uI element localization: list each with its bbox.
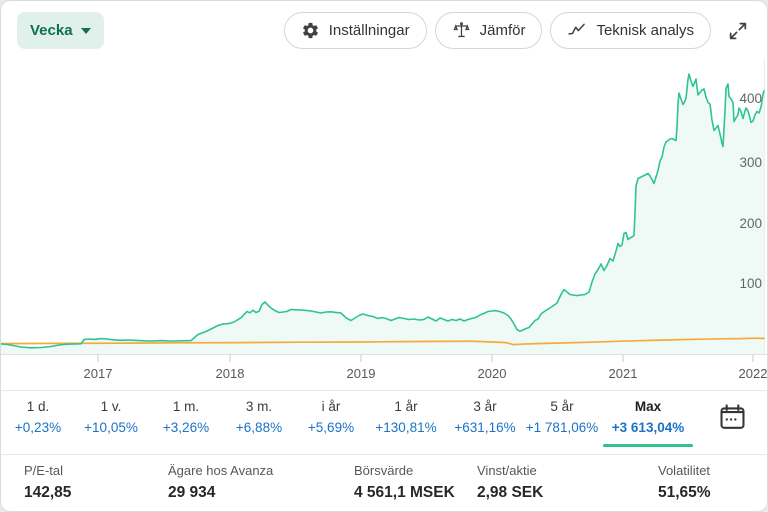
settings-label: Inställningar [328,22,410,39]
expand-button[interactable] [721,14,755,48]
period-label: 3 år [473,399,497,414]
interval-label: Vecka [30,22,73,39]
settings-button[interactable]: Inställningar [283,12,427,49]
svg-text:2018: 2018 [216,366,245,381]
technical-analysis-label: Teknisk analys [596,22,694,39]
scale-icon [453,22,470,38]
period-change: +631,16% [454,420,516,435]
stat-value: 142,85 [24,484,72,501]
svg-text:100: 100 [739,276,762,291]
period-label: 1 d. [26,399,50,414]
stat-label: Volatilitet [658,463,711,478]
period-change: +0,23% [14,420,62,435]
stat-label: Börsvärde [354,463,414,478]
stat-value: 51,65% [658,484,711,501]
period-selector: 1 d. +0,23% 1 v. +10,05% 1 m. +3,26% 3 m… [1,391,767,454]
period-change: +10,05% [84,420,138,435]
period-option[interactable]: 3 m. +6,88% [236,399,282,435]
svg-text:2022: 2022 [739,366,768,381]
svg-text:2021: 2021 [609,366,638,381]
technical-analysis-button[interactable]: Teknisk analys [550,12,711,49]
stat-value: 29 934 [168,484,216,501]
period-change: +3 613,04% [611,420,685,435]
stat-item: P/E-tal 142,85 [24,463,71,502]
period-label: 1 år [394,399,418,414]
period-option[interactable]: 3 år +631,16% [454,399,515,435]
stat-item: Börsvärde 4 561,1 MSEK [354,463,455,502]
period-label: 1 m. [172,399,200,414]
stat-label: P/E-tal [24,463,64,478]
period-option[interactable]: 1 år +130,81% [375,399,436,435]
chart-toolbar: Vecka Inställningar [1,1,767,59]
stat-label: Ägare hos Avanza [168,463,274,478]
divider-periods-stats [1,454,767,455]
svg-text:400: 400 [739,91,762,106]
svg-text:200: 200 [739,216,762,231]
calendar-button[interactable] [712,397,752,437]
toolbar-right-group: Inställningar Jämför Teknisk analys [283,12,755,49]
period-change: +6,88% [235,420,283,435]
period-option[interactable]: i år +5,69% [308,399,354,435]
period-change: +1 781,06% [525,420,599,435]
period-change: +3,26% [162,420,210,435]
period-option[interactable]: 1 d. +0,23% [15,399,61,435]
period-label: 1 v. [100,399,122,414]
divider-axis-periods [1,390,767,391]
caret-down-icon [80,27,91,34]
period-option[interactable]: 1 m. +3,26% [163,399,209,435]
stat-value: 4 561,1 MSEK [354,484,455,501]
chart-line-icon [568,23,586,35]
period-label: 5 år [550,399,574,414]
price-chart[interactable]: 2017 2018 2019 2020 2021 2022 400 300 200 100 [1,1,768,391]
calendar-icon [719,403,745,429]
svg-text:2017: 2017 [84,366,113,381]
stat-item: Volatilitet 51,65% [658,463,711,502]
svg-text:300: 300 [739,155,762,170]
svg-text:2019: 2019 [347,366,376,381]
period-label: Max [634,399,662,414]
interval-dropdown-button[interactable]: Vecka [17,12,104,49]
period-change: +130,81% [375,420,437,435]
stat-value: 2,98 SEK [477,484,544,501]
stat-item: Vinst/aktie 2,98 SEK [477,463,543,502]
period-option[interactable]: 5 år +1 781,06% [526,399,598,435]
key-stats-row: P/E-tal 142,85 Ägare hos Avanza 29 934 B… [1,455,767,505]
expand-icon [729,22,747,39]
gear-icon [302,22,318,39]
period-option[interactable]: 1 v. +10,05% [84,399,138,435]
svg-text:2020: 2020 [478,366,507,381]
compare-button[interactable]: Jämför [434,12,543,49]
period-change: +5,69% [307,420,355,435]
period-option[interactable]: Max +3 613,04% [612,399,684,435]
stat-label: Vinst/aktie [477,463,537,478]
stat-item: Ägare hos Avanza 29 934 [168,463,273,502]
period-label: i år [321,399,341,414]
period-label: 3 m. [245,399,273,414]
compare-label: Jämför [479,22,526,39]
selected-period-underline [603,444,693,447]
